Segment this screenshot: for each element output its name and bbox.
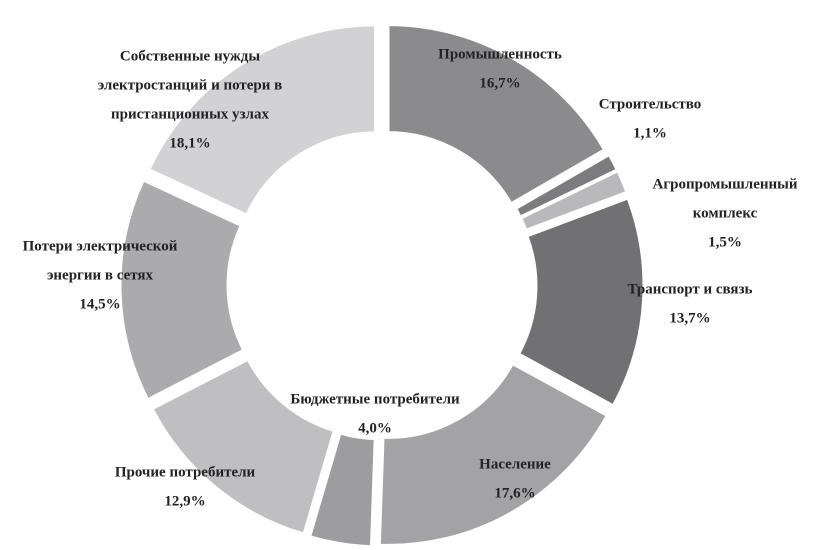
segment-label: Строительство 1,1% [599,96,702,141]
value-label: 13,7% [669,310,710,326]
segment-label: Промышленность 16,7% [438,46,562,91]
category-label: Прочие потребители [115,464,256,480]
category-label: Население [479,456,551,472]
category-label: Бюджетные потребители [290,391,460,407]
donut-segment [518,168,629,233]
category-label: Агропромышленный [653,176,798,192]
segment-label: Транспорт и связь 13,7% [627,281,752,326]
value-label: 4,0% [358,420,392,436]
donut-segment [386,23,607,206]
category-label: Транспорт и связь [627,281,752,297]
category-label: комплекс [693,205,758,221]
donut-segment [516,195,646,408]
category-label: Промышленность [438,46,562,62]
value-label: 1,5% [708,234,742,250]
value-label: 12,9% [164,493,205,509]
segment-label: Бюджетные потребители 4,0% [290,391,460,436]
donut-segment [377,361,610,547]
category-label: Потери электрической [23,238,178,254]
category-label: электростанций и потери в [98,77,283,93]
category-label: Собственные нужды [120,48,260,64]
category-label: Строительство [599,96,702,112]
category-label: энергии в сетях [47,267,154,283]
value-label: 1,1% [633,125,667,141]
segment-label: Прочие потребители 12,9% [115,464,256,509]
donut-segment [307,431,377,549]
segment-label: Потери электрической энергии в сетях 14,5% [23,238,178,312]
donut-segment [150,357,337,536]
value-label: 16,7% [479,75,520,91]
segment-label: Собственные нужды электростанций и потери… [98,48,283,151]
donut-segment [118,177,246,402]
category-label: пристанционных узлах [111,106,269,122]
value-label: 14,5% [79,296,120,312]
value-label: 17,6% [494,485,535,501]
segment-label: Агропромышленный комплекс 1,5% [653,176,798,250]
segment-label: Население 17,6% [479,456,551,501]
donut-segment [146,23,378,218]
value-label: 18,1% [169,135,210,151]
